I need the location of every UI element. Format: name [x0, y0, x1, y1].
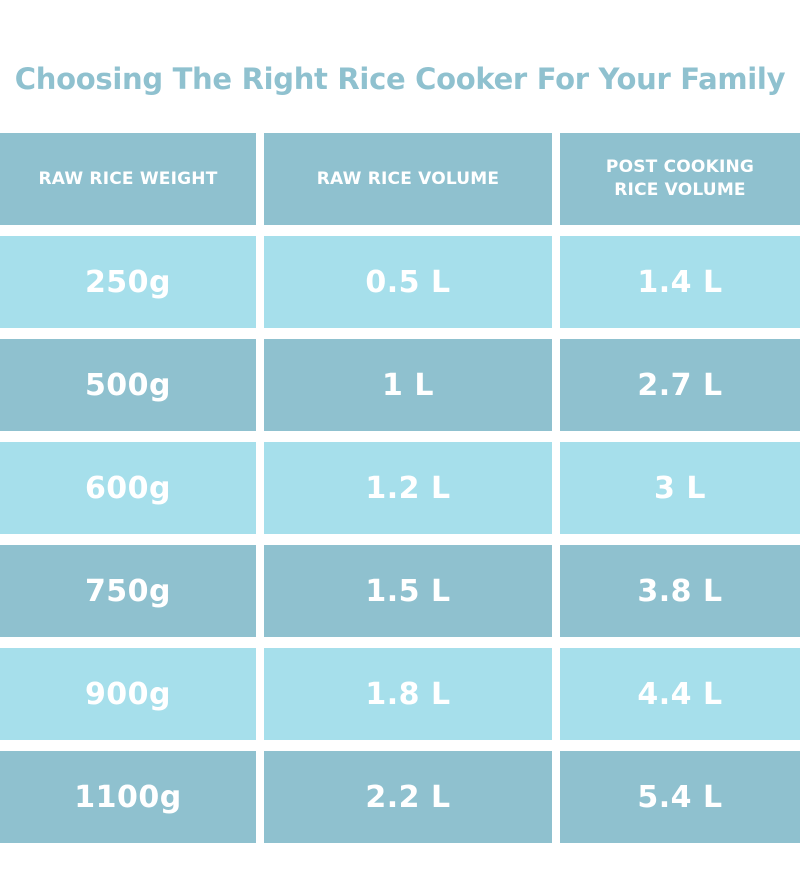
table-row: 750g 1.5 L 3.8 L: [0, 545, 800, 637]
cell-raw-volume: 2.2 L: [264, 751, 552, 843]
cell-cooked-volume: 3.8 L: [560, 545, 800, 637]
header-raw-rice-volume: RAW RICE VOLUME: [264, 133, 552, 225]
table-row: 600g 1.2 L 3 L: [0, 442, 800, 534]
table-row: 900g 1.8 L 4.4 L: [0, 648, 800, 740]
table-row: 1100g 2.2 L 5.4 L: [0, 751, 800, 843]
cell-raw-weight: 250g: [0, 236, 256, 328]
cell-raw-volume: 1 L: [264, 339, 552, 431]
cell-raw-volume: 1.5 L: [264, 545, 552, 637]
header-post-cooking-rice-volume: POST COOKING RICE VOLUME: [560, 133, 800, 225]
cell-cooked-volume: 1.4 L: [560, 236, 800, 328]
table-row: 250g 0.5 L 1.4 L: [0, 236, 800, 328]
cell-raw-weight: 600g: [0, 442, 256, 534]
cell-cooked-volume: 3 L: [560, 442, 800, 534]
cell-raw-volume: 1.2 L: [264, 442, 552, 534]
cell-raw-volume: 1.8 L: [264, 648, 552, 740]
cell-raw-weight: 750g: [0, 545, 256, 637]
cell-raw-weight: 1100g: [0, 751, 256, 843]
header-raw-rice-weight: RAW RICE WEIGHT: [0, 133, 256, 225]
page-title: Choosing The Right Rice Cooker For Your …: [14, 62, 786, 96]
cell-raw-volume: 0.5 L: [264, 236, 552, 328]
cell-raw-weight: 500g: [0, 339, 256, 431]
table-header-row: RAW RICE WEIGHT RAW RICE VOLUME POST COO…: [0, 133, 800, 225]
table-row: 500g 1 L 2.7 L: [0, 339, 800, 431]
cell-raw-weight: 900g: [0, 648, 256, 740]
cell-cooked-volume: 2.7 L: [560, 339, 800, 431]
cell-cooked-volume: 4.4 L: [560, 648, 800, 740]
cell-cooked-volume: 5.4 L: [560, 751, 800, 843]
